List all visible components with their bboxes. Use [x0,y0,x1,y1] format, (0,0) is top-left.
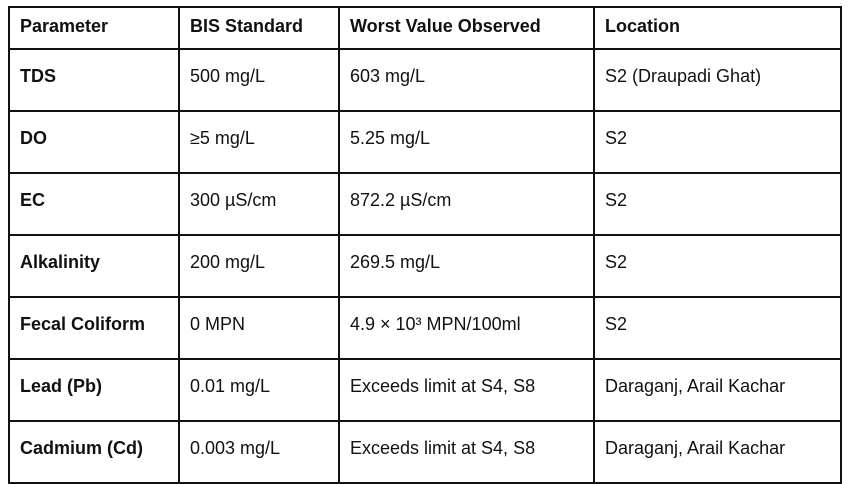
table-cell: Exceeds limit at S4, S8 [338,420,595,484]
table-row: Fecal Coliform 0 MPN 4.9 × 10³ MPN/100ml S2 [8,296,842,360]
table-cell: Exceeds limit at S4, S8 [338,358,595,422]
parameter-cell: Cadmium (Cd) [8,420,180,484]
table-cell: S2 [593,172,842,236]
parameter-cell: Fecal Coliform [8,296,180,360]
parameter-cell: EC [8,172,180,236]
table-cell: Daraganj, Arail Kachar [593,358,842,422]
table-cell: Daraganj, Arail Kachar [593,420,842,484]
parameter-cell: TDS [8,48,180,112]
table-row: EC 300 µS/cm 872.2 µS/cm S2 [8,172,842,236]
parameter-cell: Lead (Pb) [8,358,180,422]
table-cell: ≥5 mg/L [178,110,340,174]
table-body: TDS 500 mg/L 603 mg/L S2 (Draupadi Ghat) DO ≥… [8,48,842,484]
table-cell: 300 µS/cm [178,172,340,236]
table-cell: 500 mg/L [178,48,340,112]
header-row: Parameter BIS Standard Worst Value Observe… [8,6,842,50]
table-cell: S2 [593,110,842,174]
table-row: TDS 500 mg/L 603 mg/L S2 (Draupadi Ghat) [8,48,842,112]
table-cell: 872.2 µS/cm [338,172,595,236]
table-cell: S2 [593,296,842,360]
table-cell: 0.003 mg/L [178,420,340,484]
table-cell: 0 MPN [178,296,340,360]
table-cell: S2 (Draupadi Ghat) [593,48,842,112]
header-cell: Location [593,6,842,50]
table-cell: 0.01 mg/L [178,358,340,422]
parameter-cell: DO [8,110,180,174]
table-row: Cadmium (Cd) 0.003 mg/L Exceeds limit at S… [8,420,842,484]
table-cell: 5.25 mg/L [338,110,595,174]
header-cell: Worst Value Observed [338,6,595,50]
table-cell: 603 mg/L [338,48,595,112]
table-cell: S2 [593,234,842,298]
page: Parameter BIS Standard Worst Value Observe… [8,6,842,484]
table-cell: 4.9 × 10³ MPN/100ml [338,296,595,360]
table-row: Lead (Pb) 0.01 mg/L Exceeds limit at S4, S… [8,358,842,422]
table-cell: 200 mg/L [178,234,340,298]
header-cell: Parameter [8,6,180,50]
table-row: DO ≥5 mg/L 5.25 mg/L S2 [8,110,842,174]
data-table: Parameter BIS Standard Worst Value Observe… [8,6,842,484]
parameter-cell: Alkalinity [8,234,180,298]
table-row: Alkalinity 200 mg/L 269.5 mg/L S2 [8,234,842,298]
table-header: Parameter BIS Standard Worst Value Observe… [8,6,842,50]
header-cell: BIS Standard [178,6,340,50]
table-cell: 269.5 mg/L [338,234,595,298]
